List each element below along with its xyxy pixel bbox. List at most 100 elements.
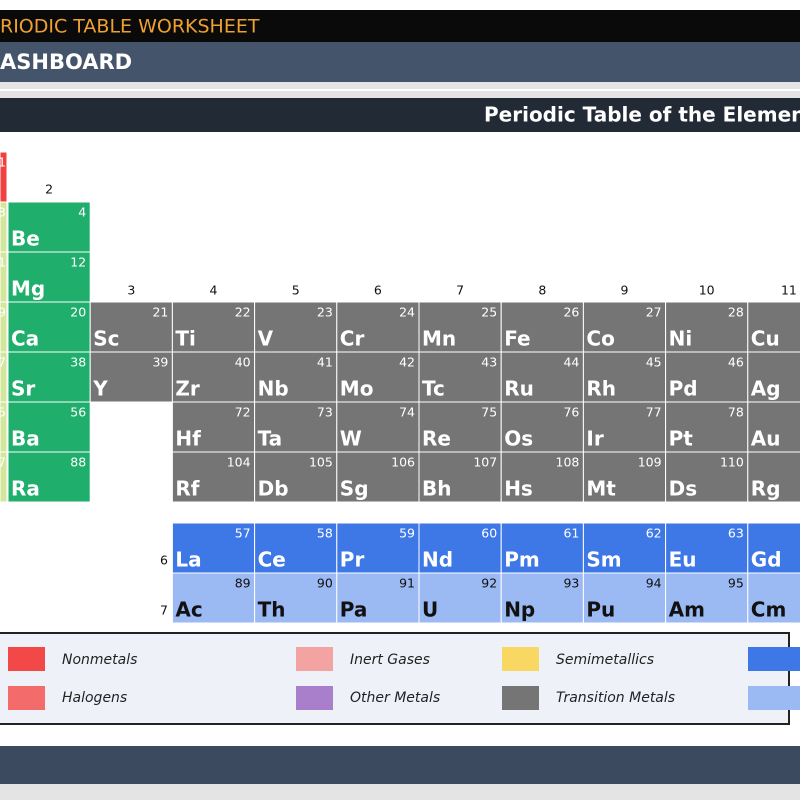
element-cell xyxy=(254,451,338,503)
atomic-number: 93 xyxy=(563,576,579,591)
element-symbol: La xyxy=(175,548,201,572)
atomic-number: 59 xyxy=(399,526,415,541)
legend-swatch xyxy=(8,686,45,710)
element-cell xyxy=(747,351,800,403)
element-cell xyxy=(171,522,256,574)
element-symbol: Bh xyxy=(422,477,451,501)
atomic-number: 76 xyxy=(563,405,579,420)
element-symbol: Os xyxy=(504,427,533,451)
element-cell xyxy=(418,451,502,503)
element-symbol: V xyxy=(258,327,274,351)
element-cell xyxy=(171,351,256,403)
panel-bar xyxy=(0,98,800,132)
legend-swatch xyxy=(748,647,800,671)
element-cell xyxy=(89,301,173,353)
element-cell xyxy=(171,301,256,353)
header-title: RIODIC TABLE WORKSHEET xyxy=(0,16,260,38)
atomic-number: 75 xyxy=(481,405,497,420)
atomic-number: 78 xyxy=(728,405,744,420)
element-cell xyxy=(254,401,338,453)
element-symbol: Pd xyxy=(669,377,698,401)
atomic-number: 110 xyxy=(720,455,744,470)
element-cell xyxy=(500,572,584,624)
element-symbol: Sr xyxy=(11,377,35,401)
atomic-number: 3 xyxy=(0,205,6,220)
legend-swatch xyxy=(502,686,539,710)
atomic-number: 56 xyxy=(70,405,86,420)
legend-label: Halogens xyxy=(62,690,127,706)
element-symbol: Ra xyxy=(11,477,40,501)
series-label: 7 xyxy=(160,603,168,618)
footer-bar xyxy=(0,746,800,784)
element-symbol: Rf xyxy=(175,477,199,501)
legend-swatch xyxy=(748,686,800,710)
element-symbol: Tc xyxy=(422,377,445,401)
atomic-number: 62 xyxy=(646,526,662,541)
dashboard-title: ASHBOARD xyxy=(0,50,132,74)
element-cell xyxy=(500,301,584,353)
atomic-number: 25 xyxy=(481,305,497,320)
atomic-number: 7 xyxy=(0,455,6,470)
atomic-number: 104 xyxy=(227,455,251,470)
element-cell xyxy=(254,572,338,624)
element-symbol: Re xyxy=(422,427,451,451)
atomic-number: 20 xyxy=(70,305,86,320)
element-cell xyxy=(747,572,800,624)
group-label: 9 xyxy=(621,283,629,298)
group-label: 11 xyxy=(781,283,797,298)
legend-swatch xyxy=(502,647,539,671)
element-cell xyxy=(418,572,502,624)
atomic-number: 21 xyxy=(152,305,168,320)
element-cell xyxy=(582,451,667,503)
atomic-number: 58 xyxy=(317,526,333,541)
atomic-number: 45 xyxy=(646,355,662,370)
dashboard-bar xyxy=(0,42,800,82)
element-symbol: Pm xyxy=(504,548,540,572)
element-symbol: Cm xyxy=(751,598,787,622)
atomic-number: 107 xyxy=(473,455,497,470)
element-symbol: Ag xyxy=(751,377,781,401)
element-symbol: Cr xyxy=(340,327,365,351)
series-label: 6 xyxy=(160,553,168,568)
atomic-number: 63 xyxy=(728,526,744,541)
element-symbol: Th xyxy=(258,598,286,622)
element-symbol: Sg xyxy=(340,477,369,501)
atomic-number: 24 xyxy=(399,305,415,320)
legend-swatch xyxy=(8,647,45,671)
element-symbol: Fe xyxy=(504,327,530,351)
element-cell xyxy=(665,451,749,503)
element-cell xyxy=(336,401,420,453)
atomic-number: 91 xyxy=(399,576,415,591)
element-cell xyxy=(582,351,667,403)
atomic-number: 23 xyxy=(317,305,333,320)
element-cell xyxy=(418,351,502,403)
atomic-number: 9 xyxy=(0,305,6,320)
element-symbol: Ce xyxy=(258,548,286,572)
group-label: 6 xyxy=(374,283,382,298)
atomic-number: 43 xyxy=(481,355,497,370)
element-cell xyxy=(418,401,502,453)
element-symbol: Cu xyxy=(751,327,780,351)
element-symbol: Ni xyxy=(669,327,693,351)
element-symbol: Mo xyxy=(340,377,374,401)
group-label: 5 xyxy=(292,283,300,298)
element-symbol: Pu xyxy=(586,598,615,622)
element-cell xyxy=(89,351,173,403)
element-cell xyxy=(0,451,8,503)
atomic-number: 38 xyxy=(70,355,86,370)
element-cell xyxy=(171,572,256,624)
element-symbol: Mt xyxy=(586,477,616,501)
element-symbol: W xyxy=(340,427,362,451)
element-cell xyxy=(582,572,667,624)
element-cell xyxy=(7,401,91,453)
atomic-number: 61 xyxy=(563,526,579,541)
atomic-number: 92 xyxy=(481,576,497,591)
element-cell xyxy=(418,522,502,574)
group-label: 10 xyxy=(699,283,715,298)
element-symbol: Db xyxy=(258,477,289,501)
element-cell xyxy=(500,451,584,503)
element-symbol: Gd xyxy=(751,548,782,572)
element-cell xyxy=(665,301,749,353)
element-symbol: Rg xyxy=(751,477,781,501)
